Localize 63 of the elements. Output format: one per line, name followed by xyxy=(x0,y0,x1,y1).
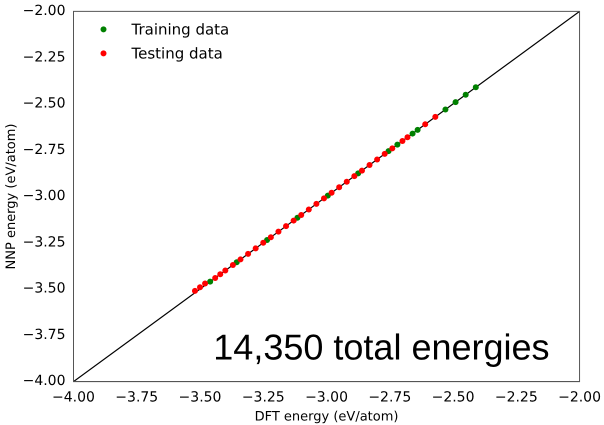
y-tick-label: −2.00 xyxy=(22,3,66,20)
point xyxy=(275,228,282,235)
y-tick-label: −3.00 xyxy=(22,188,66,204)
y-axis-title: NNP energy (eV/atom) xyxy=(4,124,20,270)
x-tick-label: −2.50 xyxy=(432,390,474,406)
point xyxy=(212,274,218,281)
x-tick-label: −3.25 xyxy=(242,390,285,406)
point xyxy=(217,271,224,278)
point xyxy=(422,121,428,128)
point xyxy=(472,84,479,90)
point xyxy=(328,190,335,196)
point xyxy=(344,178,350,185)
point xyxy=(462,92,469,98)
point xyxy=(414,126,421,133)
x-tick-label: −2.75 xyxy=(368,390,412,406)
annotation: 14,350 total energies xyxy=(213,326,550,368)
point xyxy=(252,245,259,252)
point xyxy=(260,240,266,246)
x-tick-label: −4.00 xyxy=(52,390,95,406)
point xyxy=(374,156,380,162)
point xyxy=(245,250,252,257)
point xyxy=(313,200,320,207)
x-tick-label: −2.00 xyxy=(558,390,601,406)
point xyxy=(197,284,204,290)
y-tick-label: −2.75 xyxy=(22,142,66,158)
point xyxy=(366,162,373,168)
point xyxy=(222,268,228,274)
legend-label: Testing data xyxy=(130,44,223,62)
x-tick-label: −2.25 xyxy=(494,390,538,406)
point xyxy=(432,114,438,120)
point xyxy=(452,99,459,106)
point xyxy=(358,168,365,174)
x-tick-label: −3.50 xyxy=(178,390,222,406)
point xyxy=(351,173,358,180)
point xyxy=(230,262,236,268)
point xyxy=(202,280,208,286)
point xyxy=(389,145,396,152)
y-tick-label: −2.25 xyxy=(22,49,66,66)
point xyxy=(382,150,388,157)
y-tick-label: −3.50 xyxy=(22,280,66,297)
point xyxy=(410,130,416,137)
point xyxy=(192,288,198,294)
point xyxy=(283,223,290,230)
point xyxy=(442,106,448,113)
y-tick-label: −3.75 xyxy=(22,326,66,343)
point xyxy=(290,218,297,224)
point xyxy=(394,142,400,148)
point xyxy=(399,138,406,144)
y-tick-label: −3.25 xyxy=(22,234,66,250)
point xyxy=(207,278,214,285)
point xyxy=(268,234,274,240)
point xyxy=(298,212,304,218)
point xyxy=(404,134,410,140)
point xyxy=(336,184,342,190)
y-tick-label: −2.50 xyxy=(22,96,66,112)
y-tick-label: −4.00 xyxy=(22,373,66,390)
x-tick-label: −3.00 xyxy=(305,390,348,406)
x-axis-title: DFT energy (eV/atom) xyxy=(254,410,398,425)
x-tick-label: −3.75 xyxy=(115,390,158,406)
legend-label: Training data xyxy=(130,20,230,38)
point xyxy=(238,256,244,262)
point xyxy=(320,195,327,202)
point xyxy=(306,206,312,212)
